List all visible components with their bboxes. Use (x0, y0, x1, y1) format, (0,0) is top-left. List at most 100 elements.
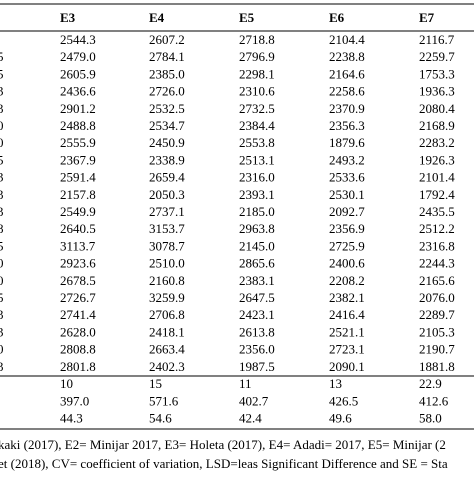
cell: 1879.6 (329, 135, 365, 150)
cell: 2436.6 (60, 84, 96, 99)
cell: 2513.1 (239, 152, 275, 167)
cell: 2640.5 (60, 221, 96, 236)
cell: 2356.0 (239, 342, 275, 357)
cell: 3153.7 (149, 221, 185, 236)
row-label-fragment: 3 (0, 101, 4, 116)
row-label-fragment: 5 (0, 152, 4, 167)
cell: 2080.4 (419, 101, 455, 116)
cell: 2338.9 (149, 152, 185, 167)
row-label-fragment: 3 (0, 84, 4, 99)
cell: 2553.8 (239, 135, 275, 150)
cell: 2607.2 (149, 32, 185, 47)
row-label-fragment: 0 (0, 135, 4, 150)
cell: 2647.5 (239, 290, 275, 305)
cell: 2418.1 (149, 324, 185, 339)
cell: 2732.5 (239, 101, 275, 116)
cell: 2356.9 (329, 221, 365, 236)
cell: 2384.4 (239, 118, 275, 133)
cell: 10 (60, 376, 73, 391)
row-label-fragment: 8 (0, 221, 4, 236)
cell: 2105.3 (419, 324, 455, 339)
row-label-fragment: 5 (0, 66, 4, 81)
cell: 49.6 (329, 411, 352, 426)
cell: 397.0 (60, 393, 89, 408)
cell: 2298.1 (239, 66, 275, 81)
row-label-fragment: 5 (0, 290, 4, 305)
cell: 2659.4 (149, 170, 185, 185)
row-label-fragment: 3 (0, 187, 4, 202)
cell: 2116.7 (419, 32, 455, 47)
cell: 2741.4 (60, 307, 96, 322)
cell: 2663.4 (149, 342, 185, 357)
column-header: E7 (419, 10, 435, 25)
cell: 3259.9 (149, 290, 185, 305)
cell: 2628.0 (60, 324, 96, 339)
row-label-fragment: 3 (0, 170, 4, 185)
cell: 2796.9 (239, 49, 275, 64)
cell: 2168.9 (419, 118, 455, 133)
cell: 22.9 (419, 376, 442, 391)
row-label-fragment: 0 (0, 256, 4, 271)
cell: 2259.7 (419, 49, 455, 64)
cell: 11 (239, 376, 252, 391)
cell: 571.6 (149, 393, 179, 408)
row-label-fragment: 3 (0, 324, 4, 339)
footnote-line: et (2018), CV= coefficient of variation,… (0, 456, 448, 471)
cell: 2544.3 (60, 32, 96, 47)
cell: 2510.0 (149, 256, 185, 271)
cell: 2493.2 (329, 152, 365, 167)
cell: 2726.0 (149, 84, 185, 99)
cell: 1753.3 (419, 66, 455, 81)
cell: 2370.9 (329, 101, 365, 116)
cell: 2423.1 (239, 307, 275, 322)
cell: 2726.7 (60, 290, 96, 305)
cell: 2101.4 (419, 170, 455, 185)
row-label-fragment: 0 (0, 342, 4, 357)
cell: 2901.2 (60, 101, 96, 116)
cell: 2555.9 (60, 135, 96, 150)
cell: 2090.1 (329, 359, 365, 374)
cell: 2400.6 (329, 256, 365, 271)
cell: 2534.7 (149, 118, 185, 133)
cell: 2678.5 (60, 273, 96, 288)
column-header: E5 (239, 10, 255, 25)
cell: 2145.0 (239, 238, 275, 253)
cell: 2367.9 (60, 152, 96, 167)
cell: 2450.9 (149, 135, 185, 150)
cell: 2160.8 (149, 273, 185, 288)
cell: 2310.6 (239, 84, 275, 99)
cell: 2238.8 (329, 49, 365, 64)
cell: 2737.1 (149, 204, 185, 219)
cell: 2784.1 (149, 49, 185, 64)
cell: 2865.6 (239, 256, 275, 271)
cell: 2512.2 (419, 221, 455, 236)
cell: 2725.9 (329, 238, 365, 253)
row-label-fragment: 3 (0, 359, 4, 374)
cell: 1936.3 (419, 84, 455, 99)
cell: 2591.4 (60, 170, 96, 185)
cell: 402.7 (239, 393, 269, 408)
cell: 2435.5 (419, 204, 455, 219)
cell: 2530.1 (329, 187, 365, 202)
column-header: E6 (329, 10, 345, 25)
footnote-line: kaki (2017), E2= Minijar 2017, E3= Holet… (0, 437, 446, 452)
cell: 2488.8 (60, 118, 96, 133)
cell: 2258.6 (329, 84, 365, 99)
cell: 1987.5 (239, 359, 275, 374)
cell: 1881.8 (419, 359, 455, 374)
row-label-fragment: 5 (0, 238, 4, 253)
cell: 2723.1 (329, 342, 365, 357)
cell: 2393.1 (239, 187, 275, 202)
cell: 54.6 (149, 411, 172, 426)
cell: 2356.3 (329, 118, 365, 133)
cell: 42.4 (239, 411, 262, 426)
cell: 2092.7 (329, 204, 365, 219)
cell: 2963.8 (239, 221, 275, 236)
cell: 2383.1 (239, 273, 275, 288)
cell: 2416.4 (329, 307, 365, 322)
cell: 2385.0 (149, 66, 185, 81)
cell: 2923.6 (60, 256, 96, 271)
cell: 2190.7 (419, 342, 455, 357)
cell: 2050.3 (149, 187, 185, 202)
